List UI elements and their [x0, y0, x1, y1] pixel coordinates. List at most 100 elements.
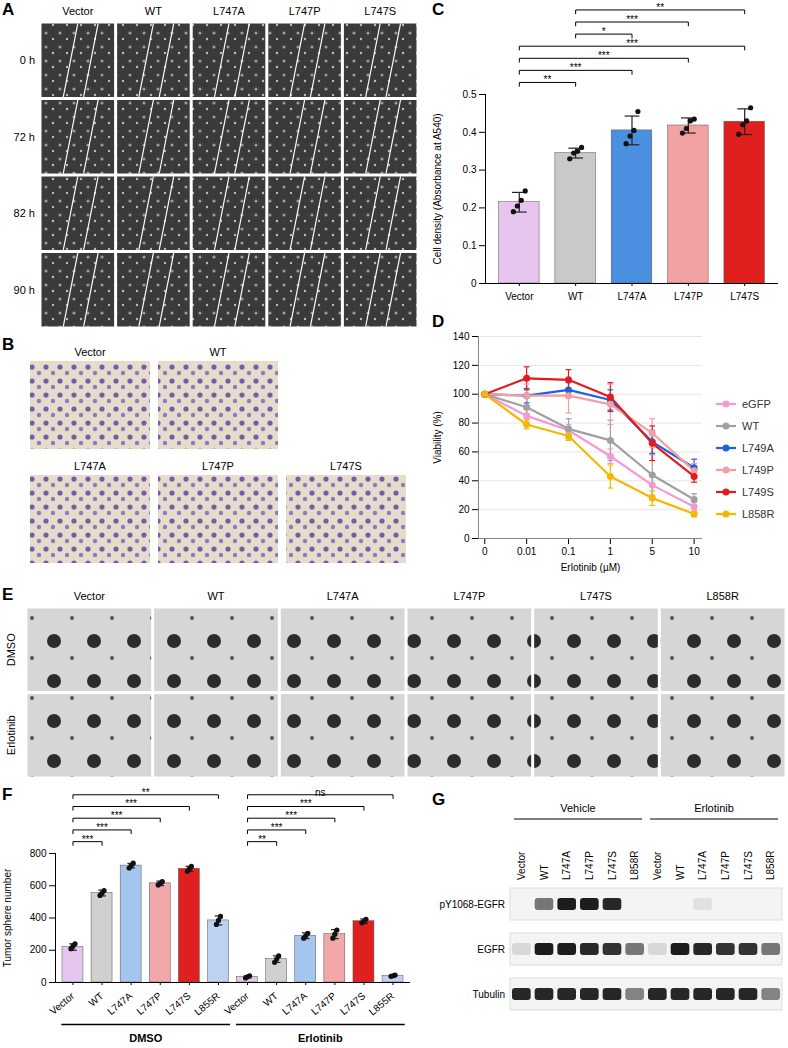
svg-text:L749A: L749A	[742, 442, 774, 454]
svg-text:120: 120	[453, 360, 470, 371]
svg-text:L747S: L747S	[330, 460, 362, 472]
svg-text:L747S: L747S	[607, 851, 618, 880]
svg-text:0.5: 0.5	[463, 89, 477, 100]
svg-text:L749P: L749P	[742, 464, 774, 476]
svg-text:0: 0	[41, 977, 47, 988]
svg-text:0: 0	[471, 278, 477, 289]
svg-text:Vector: Vector	[222, 990, 251, 1017]
svg-text:WT: WT	[742, 420, 759, 432]
svg-text:eGFP: eGFP	[742, 398, 771, 410]
svg-text:WT: WT	[568, 291, 584, 302]
svg-text:Viability (%): Viability (%)	[432, 411, 443, 464]
svg-text:0.01: 0.01	[517, 546, 537, 557]
svg-text:L747P: L747P	[584, 851, 595, 880]
svg-text:600: 600	[30, 880, 47, 891]
svg-text:***: ***	[271, 822, 283, 833]
svg-text:72 h: 72 h	[14, 131, 35, 143]
svg-text:10: 10	[689, 546, 701, 557]
svg-text:Tumor sphere number: Tumor sphere number	[2, 868, 13, 967]
svg-text:**: **	[258, 834, 266, 845]
svg-text:***: ***	[96, 822, 108, 833]
svg-text:L747P: L747P	[453, 590, 485, 602]
svg-text:82 h: 82 h	[14, 207, 35, 219]
svg-text:DMSO: DMSO	[5, 633, 17, 666]
svg-text:Vector: Vector	[48, 990, 77, 1017]
svg-text:L747P: L747P	[674, 291, 703, 302]
svg-text:***: ***	[285, 810, 297, 821]
svg-text:L747S: L747S	[730, 291, 759, 302]
svg-text:Vector: Vector	[652, 851, 663, 880]
svg-text:Vector: Vector	[74, 346, 106, 358]
svg-text:WT: WT	[539, 864, 550, 880]
svg-text:WT: WT	[261, 990, 280, 1008]
svg-text:L858R: L858R	[765, 851, 776, 880]
svg-text:L858R: L858R	[742, 508, 774, 520]
svg-text:L855R: L855R	[367, 990, 397, 1017]
svg-text:Vector: Vector	[74, 590, 106, 602]
svg-text:Vehicle: Vehicle	[560, 802, 595, 814]
svg-text:40: 40	[458, 475, 470, 486]
svg-text:60: 60	[458, 446, 470, 457]
svg-text:***: ***	[598, 50, 610, 61]
svg-text:L747S: L747S	[163, 990, 192, 1017]
svg-text:0: 0	[482, 546, 488, 557]
svg-text:***: ***	[125, 798, 137, 809]
svg-text:L747A: L747A	[280, 990, 309, 1017]
svg-text:WT: WT	[86, 990, 105, 1008]
svg-text:L855R: L855R	[192, 990, 222, 1017]
svg-text:L747P: L747P	[289, 5, 321, 17]
svg-text:Tubulin: Tubulin	[473, 989, 505, 1000]
svg-text:80: 80	[458, 417, 470, 428]
svg-text:Vector: Vector	[62, 5, 94, 17]
svg-text:DMSO: DMSO	[129, 1032, 162, 1044]
svg-text:0 h: 0 h	[20, 54, 35, 66]
svg-text:ns: ns	[315, 787, 326, 798]
svg-text:Vector: Vector	[516, 851, 527, 880]
svg-text:400: 400	[30, 912, 47, 923]
svg-text:Erlotinib: Erlotinib	[5, 715, 17, 755]
svg-text:L747A: L747A	[74, 460, 106, 472]
svg-text:140: 140	[453, 331, 470, 342]
svg-text:L747S: L747S	[743, 851, 754, 880]
svg-text:L747P: L747P	[309, 990, 338, 1017]
svg-text:Cell density (Absorbance at A5: Cell density (Absorbance at A540)	[432, 113, 443, 264]
svg-text:0.2: 0.2	[463, 202, 477, 213]
svg-text:100: 100	[453, 388, 470, 399]
svg-text:L858R: L858R	[706, 590, 738, 602]
svg-text:Vector: Vector	[505, 291, 534, 302]
svg-text:200: 200	[30, 944, 47, 955]
svg-text:***: ***	[570, 62, 582, 73]
svg-text:L747S: L747S	[580, 590, 612, 602]
svg-text:pY1068-EGFR: pY1068-EGFR	[439, 899, 505, 910]
svg-text:L747S: L747S	[364, 5, 396, 17]
svg-text:**: **	[142, 787, 150, 798]
svg-text:EGFR: EGFR	[477, 944, 505, 955]
svg-text:L747A: L747A	[105, 990, 134, 1017]
svg-text:0.4: 0.4	[463, 127, 477, 138]
svg-text:800: 800	[30, 848, 47, 859]
svg-text:L747P: L747P	[202, 460, 234, 472]
svg-text:**: **	[656, 2, 664, 13]
svg-text:0.1: 0.1	[463, 240, 477, 251]
svg-text:0: 0	[464, 533, 470, 544]
svg-text:0.3: 0.3	[463, 164, 477, 175]
svg-text:***: ***	[82, 834, 94, 845]
svg-text:90 h: 90 h	[14, 284, 35, 296]
svg-text:Erlotinib: Erlotinib	[694, 802, 734, 814]
svg-text:***: ***	[300, 798, 312, 809]
svg-text:0.1: 0.1	[562, 546, 576, 557]
svg-text:L747S: L747S	[338, 990, 367, 1017]
svg-text:1: 1	[608, 546, 614, 557]
svg-text:L747P: L747P	[134, 990, 163, 1017]
svg-text:L747A: L747A	[618, 291, 647, 302]
svg-text:L747A: L747A	[327, 590, 359, 602]
svg-text:WT: WT	[145, 5, 162, 17]
svg-text:L749S: L749S	[742, 486, 774, 498]
svg-text:L747A: L747A	[561, 851, 572, 880]
svg-text:Erlotinib: Erlotinib	[298, 1032, 343, 1044]
svg-text:WT: WT	[675, 864, 686, 880]
svg-text:***: ***	[626, 14, 638, 25]
svg-text:L747P: L747P	[720, 851, 731, 880]
svg-text:Erlotinib (µM): Erlotinib (µM)	[561, 562, 621, 573]
svg-text:**: **	[544, 74, 552, 85]
